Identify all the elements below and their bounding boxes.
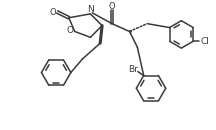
Text: O: O — [66, 26, 73, 35]
Text: Cl: Cl — [200, 37, 210, 46]
Text: Br: Br — [128, 65, 138, 74]
Text: N: N — [87, 5, 94, 14]
Text: O: O — [109, 2, 115, 11]
Text: O: O — [50, 8, 57, 17]
